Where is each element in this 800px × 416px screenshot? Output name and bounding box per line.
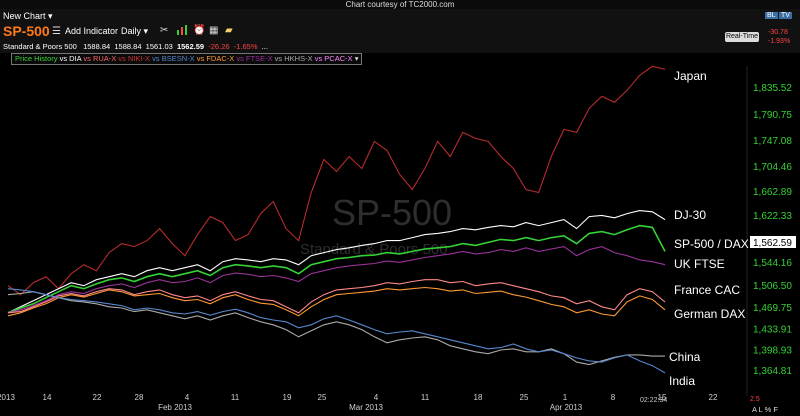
x-tick-label: 1 (563, 393, 568, 402)
x-tick-label: 11 (421, 393, 430, 402)
annotation-label: SP-500 / DAX (674, 237, 749, 251)
y-tick-label: 1,506.50 (753, 281, 792, 292)
tools-icon[interactable]: ✂ (160, 25, 169, 36)
x-tick-label: 28 (135, 393, 144, 402)
overlay-item[interactable]: vs FTSE-X (236, 54, 275, 63)
y-tick-label: 1,662.89 (753, 187, 792, 198)
calendar-icon[interactable]: ▦ (209, 25, 219, 36)
last-price-box (750, 236, 796, 248)
y-tick-label: 1,469.75 (753, 303, 792, 314)
chevron-down-icon: ▾ (143, 26, 149, 36)
series-line-india (7, 288, 666, 374)
series-line-uk-ftse (7, 246, 666, 314)
x-tick-label: 4 (374, 393, 379, 402)
chevron-down-icon: ▾ (48, 11, 53, 21)
x-tick-label: 25 (520, 393, 529, 402)
add-indicator-button[interactable]: Add Indicator (65, 26, 119, 36)
quote-open: 1588.84 (83, 42, 111, 51)
quote-pct: -1.65% (233, 42, 258, 51)
quote-low: 1561.03 (145, 42, 173, 51)
x-tick-label: Apr 2013 (550, 403, 583, 412)
chevron-down-icon[interactable]: ▾ (354, 54, 359, 63)
symbol-label[interactable]: SP-500 (3, 23, 50, 39)
series-line-german-dax (7, 286, 666, 317)
clock-label: 02:22:34 (640, 397, 668, 404)
alarm-clock-icon[interactable]: ⏰ (193, 25, 206, 36)
quote-change: -26.26 (208, 42, 230, 51)
overlay-item[interactable]: vs RUA-X (83, 54, 119, 63)
list-icon[interactable]: ☰ (52, 26, 61, 37)
annotation-label: UK FTSE (674, 257, 725, 271)
x-tick-label: 8 (611, 393, 616, 402)
x-tick-label: Mar 2013 (349, 403, 383, 412)
annotation-label: German DAX (674, 307, 745, 321)
new-chart-menu[interactable]: New Chart ▾ (3, 11, 53, 22)
y-tick-label: 1,398.93 (753, 345, 792, 356)
interval-value: Daily (121, 26, 142, 36)
overlay-item[interactable]: vs PCAC-X (314, 54, 355, 63)
y-tick-label: 1,622.33 (753, 211, 792, 222)
overlay-item[interactable]: Price History (15, 54, 60, 63)
y-tick-label: 1,835.52 (753, 83, 792, 94)
annotation-label: Japan (674, 69, 707, 83)
quote-high: 1588.84 (114, 42, 142, 51)
y-tick-label: 1,790.75 (753, 110, 792, 121)
overlay-item[interactable]: vs DIA (59, 54, 84, 63)
overlay-item[interactable]: vs NIKI-X (118, 54, 153, 63)
top-strip (0, 0, 800, 9)
x-tick-label: 19 (283, 393, 292, 402)
watermark-subtitle: Standard & Poors 500 (300, 241, 448, 258)
annotation-label: France CAC (674, 283, 740, 297)
realtime-change-pct: -1.93% (768, 38, 791, 45)
quote-name: Standard & Poors 500 (3, 42, 77, 51)
realtime-button[interactable]: Real-Time (725, 32, 759, 42)
x-tick-label: 11 (231, 393, 240, 402)
overlay-item[interactable]: vs BSESN-X (152, 54, 197, 63)
annotation-label: India (669, 374, 695, 388)
watermark-title: SP-500 (332, 192, 453, 233)
x-tick-label: 22 (709, 393, 718, 402)
x-tick-label: 2013 (0, 393, 15, 402)
realtime-change-value: -30.78 (768, 29, 788, 36)
new-chart-label: New Chart (3, 11, 46, 21)
x-tick-label: 4 (185, 393, 190, 402)
quote-ellipsis: ... (261, 42, 268, 51)
interval-select[interactable]: Daily ▾ (121, 26, 148, 37)
annotation-label: DJ-30 (674, 208, 706, 222)
x-tick-label: 18 (474, 393, 483, 402)
y-tick-label: 1,364.81 (753, 366, 792, 377)
axis-mode-toggles[interactable]: A L % F (752, 405, 778, 414)
overlay-item[interactable]: vs FDAC-X (196, 54, 237, 63)
series-line-dj-30 (7, 210, 666, 314)
x-tick-label: Feb 2013 (158, 403, 192, 412)
series-line-japan (7, 65, 666, 296)
x-tick-label: 14 (43, 393, 52, 402)
series-line-france-cac (7, 279, 666, 314)
realtime-change: -30.78 -1.93% (768, 28, 790, 46)
last-price-label: 1,562.59 (753, 238, 792, 249)
y-tick-label: 1,544.16 (753, 258, 792, 269)
bl-button[interactable]: BL (765, 12, 778, 19)
y-tick-label: 1,747.08 (753, 136, 792, 147)
x-tick-label: 15 (658, 393, 667, 402)
y-tick-label: 1,433.91 (753, 324, 792, 335)
y-tick-label: 1,704.46 (753, 162, 792, 173)
series-line-china (7, 291, 665, 366)
overlay-item[interactable]: vs HKHS-X (274, 54, 315, 63)
x-tick-label: 22 (93, 393, 102, 402)
bar-chart-icon[interactable] (177, 25, 187, 38)
annotation-label: China (669, 350, 701, 364)
chart-courtesy: Chart courtesy of TC2000.com (345, 0, 455, 9)
x-tick-label: 25 (318, 393, 327, 402)
tv-button[interactable]: TV (779, 12, 792, 19)
series-line-sp-500-dax (7, 224, 666, 314)
version-label: 2.5 (750, 396, 760, 403)
toolbar (0, 9, 800, 53)
quote-line: Standard & Poors 500 1588.84 1588.84 156… (3, 42, 268, 51)
overlay-legend[interactable]: Price History vs DIA vs RUA-X vs NIKI-X … (11, 53, 363, 65)
quote-last: 1562.59 (176, 42, 205, 51)
note-icon[interactable]: ▰ (225, 25, 233, 36)
